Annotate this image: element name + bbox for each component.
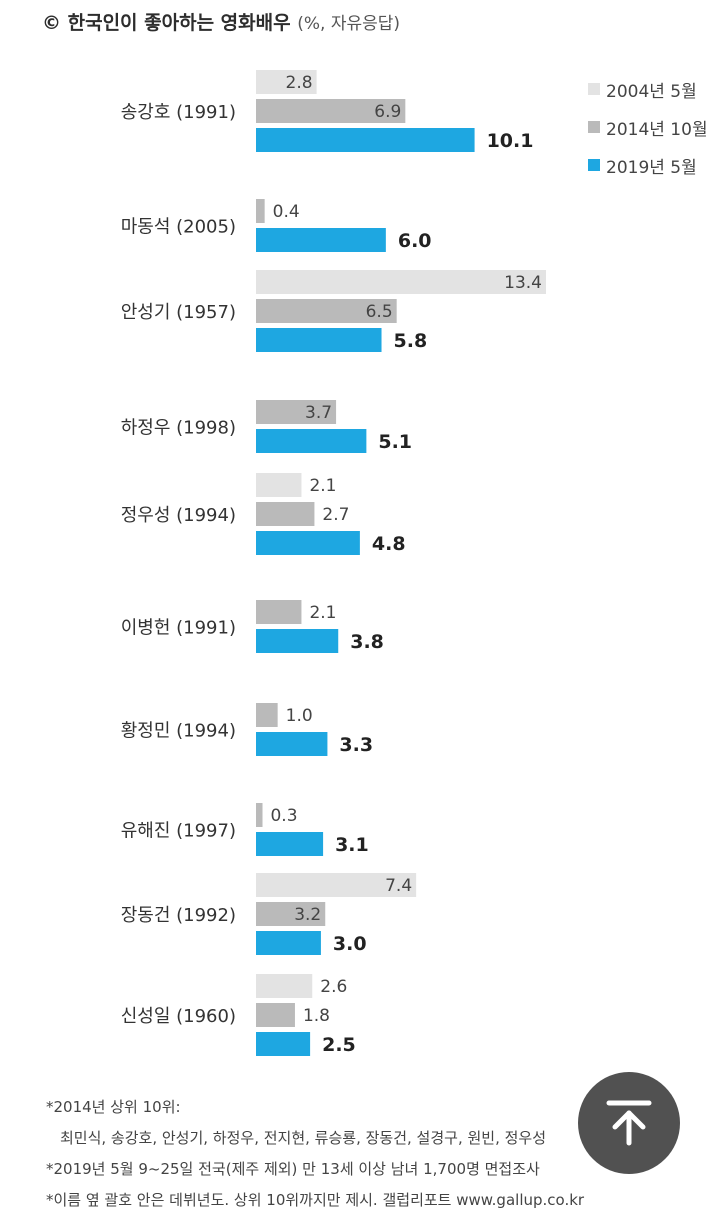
scroll-to-top-button[interactable] <box>578 1072 680 1174</box>
category-label-5: 이병헌 (1991) <box>121 618 236 639</box>
bar-2004-8 <box>256 873 417 897</box>
bar-2014-2 <box>256 299 397 323</box>
value-label-2019-6: 3.3 <box>339 734 373 756</box>
bar-2014-8 <box>256 902 326 926</box>
bar-2019-5 <box>256 629 339 653</box>
bar-2019-8 <box>256 931 321 955</box>
value-label-2014-9: 1.8 <box>303 1006 330 1026</box>
value-label-2014-3: 3.7 <box>305 403 332 423</box>
legend-item-2004: 2004년 5월 <box>588 70 708 108</box>
value-label-2004-9: 2.6 <box>320 977 347 997</box>
footnote-survey: *2019년 5월 9~25일 전국(제주 제외) 만 13세 이상 남녀 1,… <box>46 1160 540 1178</box>
bar-2014-0 <box>256 99 406 123</box>
footnote-source: *이름 옆 괄호 안은 데뷔년도. 상위 10위까지만 제시. 갤럽리포트 ww… <box>46 1191 585 1209</box>
bar-2004-2 <box>256 270 546 294</box>
value-label-2014-5: 2.1 <box>309 603 336 623</box>
value-label-2014-8: 3.2 <box>294 905 321 925</box>
footnote-2014-top10: *2014년 상위 10위: <box>46 1098 181 1116</box>
page-title: © 한국인이 좋아하는 영화배우 (%, 자유응답) <box>42 8 400 35</box>
bar-2019-6 <box>256 732 328 756</box>
value-label-2004-0: 2.8 <box>286 73 313 93</box>
category-label-6: 황정민 (1994) <box>121 721 236 742</box>
bar-2019-0 <box>256 128 475 152</box>
legend-swatch-2014 <box>588 121 600 133</box>
legend-item-2014: 2014년 10월 <box>588 108 708 146</box>
category-label-1: 마동석 (2005) <box>121 217 236 238</box>
value-label-2019-8: 3.0 <box>333 933 367 955</box>
bar-2014-1 <box>256 199 265 223</box>
bar-2014-9 <box>256 1003 295 1027</box>
category-label-4: 정우성 (1994) <box>121 505 236 526</box>
legend-label-2019: 2019년 5월 <box>606 157 697 178</box>
category-label-8: 장동건 (1992) <box>121 905 236 926</box>
value-label-2004-8: 7.4 <box>385 876 412 896</box>
bar-2014-3 <box>256 400 337 424</box>
value-label-2019-2: 5.8 <box>394 330 428 352</box>
chart-title: © 한국인이 좋아하는 영화배우 <box>42 12 291 34</box>
value-label-2014-6: 1.0 <box>286 706 313 726</box>
bar-2014-5 <box>256 600 302 624</box>
category-label-9: 신성일 (1960) <box>121 1006 236 1027</box>
value-label-2014-4: 2.7 <box>322 505 349 525</box>
value-label-2019-7: 3.1 <box>335 834 369 856</box>
bar-2004-4 <box>256 473 302 497</box>
value-label-2014-2: 6.5 <box>366 302 393 322</box>
category-label-7: 유해진 (1997) <box>121 821 236 842</box>
bar-2019-2 <box>256 328 382 352</box>
bar-chart: 2.8 6.9 10.1 송강호 (1991) 0.4 6.0 마동석 (2005) 13.4… <box>121 70 546 1056</box>
value-label-2019-1: 6.0 <box>398 230 432 252</box>
value-label-2019-3: 5.1 <box>378 431 412 453</box>
chart-legend: 2004년 5월 2014년 10월 2019년 5월 <box>588 70 708 184</box>
arrow-up-icon <box>606 1100 652 1146</box>
value-label-2019-4: 4.8 <box>372 533 406 555</box>
bar-2019-1 <box>256 228 386 252</box>
category-label-0: 송강호 (1991) <box>121 102 236 123</box>
bar-2019-9 <box>256 1032 311 1056</box>
bar-2004-0 <box>256 70 317 94</box>
footnotes: *2014년 상위 10위: 최민식, 송강호, 안성기, 하정우, 전지현, … <box>46 1092 584 1216</box>
value-label-2004-2: 13.4 <box>504 273 542 293</box>
bar-2014-7 <box>256 803 263 827</box>
value-label-2014-0: 6.9 <box>374 102 401 122</box>
bar-2019-7 <box>256 832 324 856</box>
bar-2004-9 <box>256 974 313 998</box>
bar-2019-4 <box>256 531 360 555</box>
value-label-2014-1: 0.4 <box>273 202 300 222</box>
legend-label-2004: 2004년 5월 <box>606 81 697 102</box>
footnote-2014-list: 최민식, 송강호, 안성기, 하정우, 전지현, 류승룡, 장동건, 설경구, … <box>60 1129 547 1147</box>
legend-item-2019: 2019년 5월 <box>588 146 708 184</box>
bar-2014-6 <box>256 703 278 727</box>
category-label-3: 하정우 (1998) <box>121 418 236 439</box>
legend-swatch-2004 <box>588 83 600 95</box>
bar-2014-4 <box>256 502 315 526</box>
legend-swatch-2019 <box>588 159 600 171</box>
value-label-2019-5: 3.8 <box>350 631 384 653</box>
value-label-2014-7: 0.3 <box>270 806 297 826</box>
chart-subtitle: (%, 자유응답) <box>297 14 401 34</box>
bar-2019-3 <box>256 429 367 453</box>
value-label-2019-0: 10.1 <box>487 130 534 152</box>
value-label-2004-4: 2.1 <box>309 476 336 496</box>
value-label-2019-9: 2.5 <box>322 1034 356 1056</box>
category-label-2: 안성기 (1957) <box>121 302 236 323</box>
legend-label-2014: 2014년 10월 <box>606 119 708 140</box>
